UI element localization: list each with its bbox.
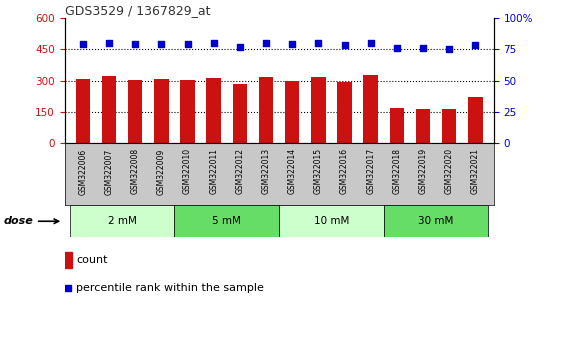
Bar [174, 205, 279, 237]
Text: GSM322007: GSM322007 [104, 148, 113, 195]
Point [236, 44, 245, 50]
Bar [337, 82, 352, 143]
Text: GSM322020: GSM322020 [445, 148, 454, 194]
Text: 5 mM: 5 mM [212, 216, 241, 226]
Point [288, 41, 297, 47]
Point [79, 41, 88, 47]
Bar [206, 79, 221, 143]
Text: GSM322017: GSM322017 [366, 148, 375, 194]
Point [183, 41, 192, 47]
Point [209, 40, 218, 46]
Point [314, 40, 323, 46]
Bar [180, 80, 195, 143]
Bar [311, 78, 325, 143]
Bar [364, 75, 378, 143]
Bar [442, 109, 457, 143]
Text: dose: dose [3, 216, 58, 226]
Bar [390, 108, 404, 143]
Point [104, 40, 113, 46]
Bar [65, 252, 72, 268]
Bar [279, 205, 384, 237]
Text: GSM322014: GSM322014 [288, 148, 297, 194]
Bar [468, 97, 482, 143]
Text: GSM322009: GSM322009 [157, 148, 166, 195]
Point [445, 46, 454, 52]
Text: GSM322012: GSM322012 [236, 148, 245, 194]
Text: 2 mM: 2 mM [108, 216, 136, 226]
Text: GSM322013: GSM322013 [261, 148, 270, 194]
Bar [154, 79, 168, 143]
Bar [384, 205, 489, 237]
Bar [76, 79, 90, 143]
Point [471, 42, 480, 48]
Bar [285, 80, 300, 143]
Text: GSM322011: GSM322011 [209, 148, 218, 194]
Text: GSM322008: GSM322008 [131, 148, 140, 194]
Text: percentile rank within the sample: percentile rank within the sample [76, 284, 264, 293]
Bar [233, 84, 247, 143]
Bar [70, 205, 174, 237]
Bar [102, 76, 116, 143]
Bar [259, 78, 273, 143]
Text: GSM322019: GSM322019 [419, 148, 427, 194]
Text: GDS3529 / 1367829_at: GDS3529 / 1367829_at [65, 4, 210, 17]
Text: GSM322016: GSM322016 [340, 148, 349, 194]
Point [340, 42, 349, 48]
Point [64, 286, 73, 291]
Text: GSM322018: GSM322018 [392, 148, 401, 194]
Point [419, 45, 427, 51]
Text: GSM322015: GSM322015 [314, 148, 323, 194]
Point [131, 41, 140, 47]
Text: GSM322021: GSM322021 [471, 148, 480, 194]
Point [261, 40, 270, 46]
Point [157, 41, 166, 47]
Text: 10 mM: 10 mM [314, 216, 349, 226]
Bar [128, 80, 142, 143]
Text: 30 mM: 30 mM [419, 216, 454, 226]
Point [366, 40, 375, 46]
Text: GSM322006: GSM322006 [79, 148, 88, 195]
Point [392, 45, 401, 51]
Text: GSM322010: GSM322010 [183, 148, 192, 194]
Bar [416, 109, 430, 143]
Text: count: count [76, 255, 108, 265]
